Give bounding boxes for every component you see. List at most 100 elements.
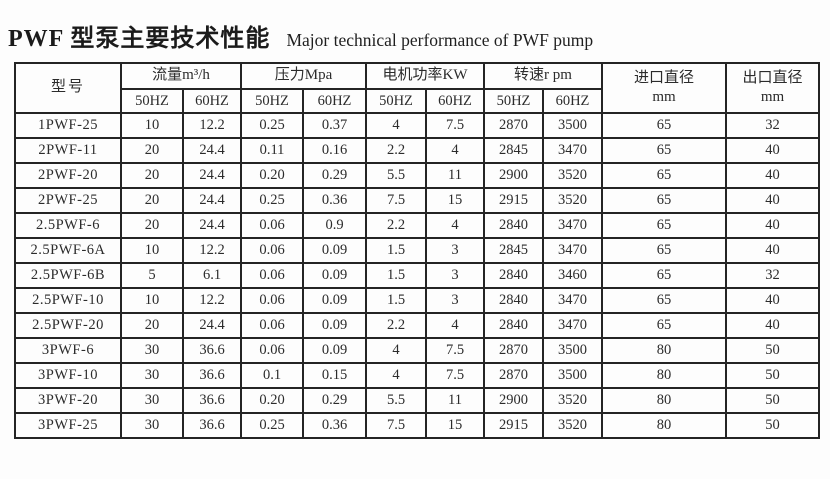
header-group-row: 型号 流量m³/h 压力Mpa 电机功率KW 转速r pm 进口直径 mm 出口… [14,62,821,114]
value-cell: 65 [601,137,728,164]
spec-table: 型号 流量m³/h 压力Mpa 电机功率KW 转速r pm 进口直径 mm 出口… [14,62,821,439]
value-cell: 3500 [541,337,604,364]
value-cell: 0.11 [240,137,304,164]
model-cell: 2.5PWF-6 [14,212,122,239]
header-inlet-diameter: 进口直径 mm [601,62,728,114]
value-cell: 0.06 [240,337,304,364]
value-cell: 2915 [483,412,544,439]
value-cell: 7.5 [425,337,485,364]
value-cell: 0.06 [240,237,304,264]
value-cell: 65 [601,112,728,139]
value-cell: 0.25 [240,412,304,439]
value-cell: 11 [425,162,485,189]
subheader-power-50hz: 50HZ [365,88,427,114]
value-cell: 3 [425,262,485,289]
model-cell: 3PWF-25 [14,412,122,439]
value-cell: 0.36 [302,412,367,439]
value-cell: 1.5 [365,262,427,289]
value-cell: 40 [725,212,821,239]
table-body: 1PWF-25 10 12.2 0.25 0.37 4 7.5 2870 3500 65 32 2PW… [14,112,821,439]
table-row: 1PWF-25 10 12.2 0.25 0.37 4 7.5 2870 3500 65 32 [14,112,821,139]
value-cell: 3470 [541,312,604,339]
value-cell: 4 [425,137,485,164]
value-cell: 20 [120,212,184,239]
value-cell: 0.16 [302,137,367,164]
value-cell: 0.36 [302,187,367,214]
header-flow: 流量m³/h [120,62,242,90]
title-english: Major technical performance of PWF pump [286,30,594,50]
model-cell: 1PWF-25 [14,112,122,139]
value-cell: 80 [601,387,728,414]
value-cell: 65 [601,212,728,239]
model-cell: 3PWF-20 [14,387,122,414]
header-outlet-diameter: 出口直径 mm [725,62,821,114]
value-cell: 20 [120,162,184,189]
header-model: 型号 [14,62,122,114]
value-cell: 40 [725,312,821,339]
value-cell: 50 [725,337,821,364]
value-cell: 2870 [483,362,544,389]
value-cell: 5.5 [365,387,427,414]
value-cell: 3460 [541,262,604,289]
value-cell: 15 [425,187,485,214]
value-cell: 20 [120,187,184,214]
value-cell: 65 [601,262,728,289]
value-cell: 40 [725,237,821,264]
table-row: 3PWF-6 30 36.6 0.06 0.09 4 7.5 2870 3500 80 50 [14,337,821,364]
value-cell: 2845 [483,137,544,164]
value-cell: 5.5 [365,162,427,189]
value-cell: 40 [725,287,821,314]
model-cell: 2PWF-20 [14,162,122,189]
value-cell: 3520 [541,412,604,439]
value-cell: 3 [425,237,485,264]
value-cell: 12.2 [182,287,242,314]
value-cell: 3500 [541,362,604,389]
table-row: 3PWF-20 30 36.6 0.20 0.29 5.5 11 2900 3520 80 50 [14,387,821,414]
subheader-speed-60hz: 60HZ [541,88,604,114]
subheader-power-60hz: 60HZ [425,88,485,114]
value-cell: 0.9 [302,212,367,239]
value-cell: 0.25 [240,112,304,139]
table-row: 2.5PWF-6 20 24.4 0.06 0.9 2.2 4 2840 3470 65 40 [14,212,821,239]
value-cell: 40 [725,187,821,214]
value-cell: 50 [725,412,821,439]
subheader-flow-60hz: 60HZ [182,88,242,114]
header-inlet-unit: mm [652,89,676,105]
value-cell: 30 [120,412,184,439]
value-cell: 10 [120,287,184,314]
value-cell: 20 [120,312,184,339]
value-cell: 40 [725,162,821,189]
value-cell: 50 [725,387,821,414]
value-cell: 0.1 [240,362,304,389]
value-cell: 11 [425,387,485,414]
value-cell: 0.37 [302,112,367,139]
model-cell: 2.5PWF-6A [14,237,122,264]
value-cell: 24.4 [182,212,242,239]
value-cell: 7.5 [425,362,485,389]
table-row: 2.5PWF-6A 10 12.2 0.06 0.09 1.5 3 2845 3470 65 40 [14,237,821,264]
table-row: 2PWF-11 20 24.4 0.11 0.16 2.2 4 2845 3470 65 40 [14,137,821,164]
table-row: 2.5PWF-20 20 24.4 0.06 0.09 2.2 4 2840 3470 65 40 [14,312,821,339]
value-cell: 32 [725,112,821,139]
header-outlet-name: 出口直径 [742,70,803,87]
value-cell: 0.09 [302,262,367,289]
value-cell: 3500 [541,112,604,139]
value-cell: 30 [120,387,184,414]
value-cell: 0.06 [240,262,304,289]
value-cell: 36.6 [182,337,242,364]
header-speed: 转速r pm [482,62,604,90]
value-cell: 2840 [483,212,544,239]
value-cell: 80 [601,337,728,364]
value-cell: 65 [601,312,728,339]
value-cell: 24.4 [182,137,242,164]
header-pressure: 压力Mpa [240,62,367,90]
value-cell: 0.06 [240,312,304,339]
value-cell: 24.4 [182,187,242,214]
value-cell: 0.29 [302,162,367,189]
value-cell: 12.2 [182,112,242,139]
model-cell: 3PWF-10 [14,362,122,389]
value-cell: 36.6 [182,387,242,414]
value-cell: 2870 [483,337,544,364]
value-cell: 3520 [541,387,604,414]
